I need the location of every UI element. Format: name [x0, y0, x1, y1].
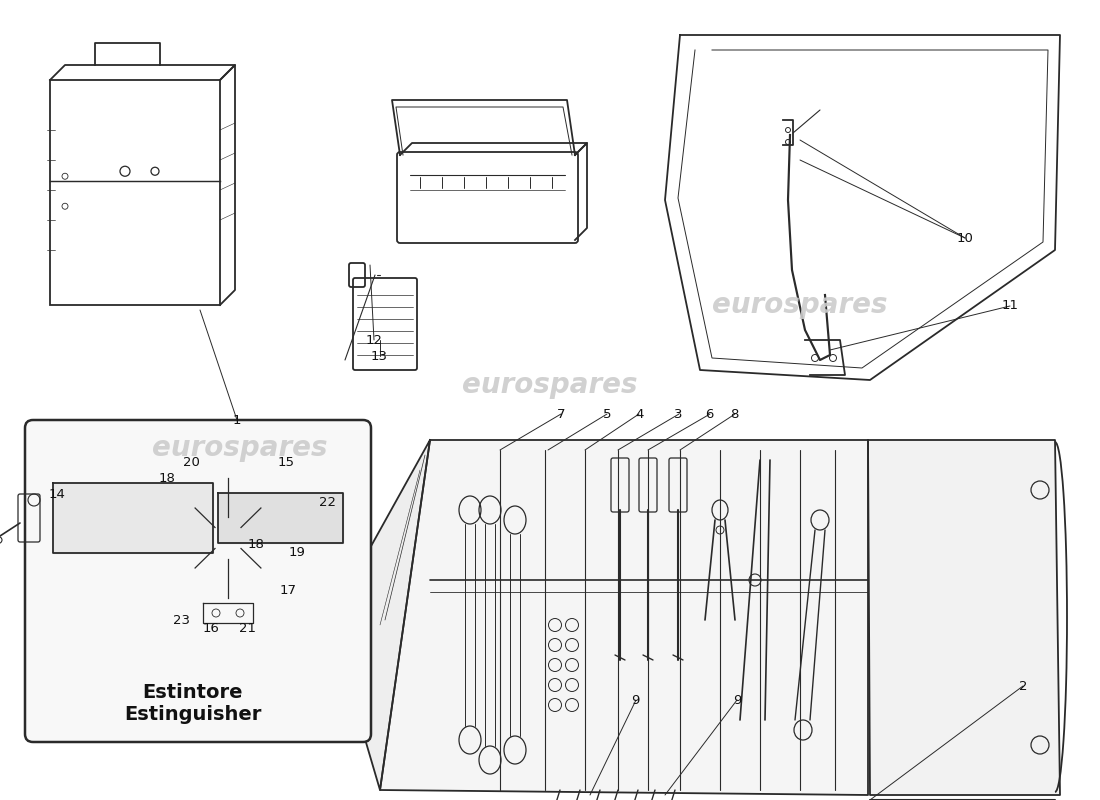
Text: 5: 5 [603, 408, 612, 421]
Polygon shape [330, 440, 430, 790]
Text: 17: 17 [279, 584, 297, 597]
Text: 23: 23 [173, 614, 190, 626]
Text: 21: 21 [239, 622, 256, 634]
FancyBboxPatch shape [25, 420, 371, 742]
Polygon shape [53, 483, 213, 553]
Text: Estintore: Estintore [142, 683, 243, 702]
Polygon shape [379, 440, 868, 795]
Text: 9: 9 [733, 694, 741, 706]
Text: 9: 9 [631, 694, 640, 706]
Text: 13: 13 [371, 350, 388, 362]
Text: 1: 1 [232, 414, 241, 426]
Text: 2: 2 [1019, 680, 1027, 693]
Text: 18: 18 [158, 472, 176, 485]
Text: eurospares: eurospares [462, 371, 638, 399]
Text: eurospares: eurospares [713, 291, 888, 319]
Text: 15: 15 [277, 456, 295, 469]
Text: 18: 18 [248, 538, 265, 550]
Text: 3: 3 [674, 408, 683, 421]
Text: 8: 8 [730, 408, 739, 421]
Text: Estinguisher: Estinguisher [124, 705, 261, 724]
Text: 6: 6 [705, 408, 714, 421]
Text: 11: 11 [1001, 299, 1019, 312]
Text: 20: 20 [183, 456, 200, 469]
Text: 4: 4 [635, 408, 643, 421]
Polygon shape [868, 440, 1060, 795]
Text: 7: 7 [557, 408, 565, 421]
Polygon shape [218, 493, 343, 543]
Text: 22: 22 [319, 496, 337, 509]
Text: eurospares: eurospares [152, 434, 328, 462]
Text: 12: 12 [365, 334, 383, 346]
Text: 16: 16 [202, 622, 220, 634]
Text: 10: 10 [956, 232, 974, 245]
Text: 14: 14 [48, 488, 66, 501]
Text: 19: 19 [288, 546, 306, 558]
